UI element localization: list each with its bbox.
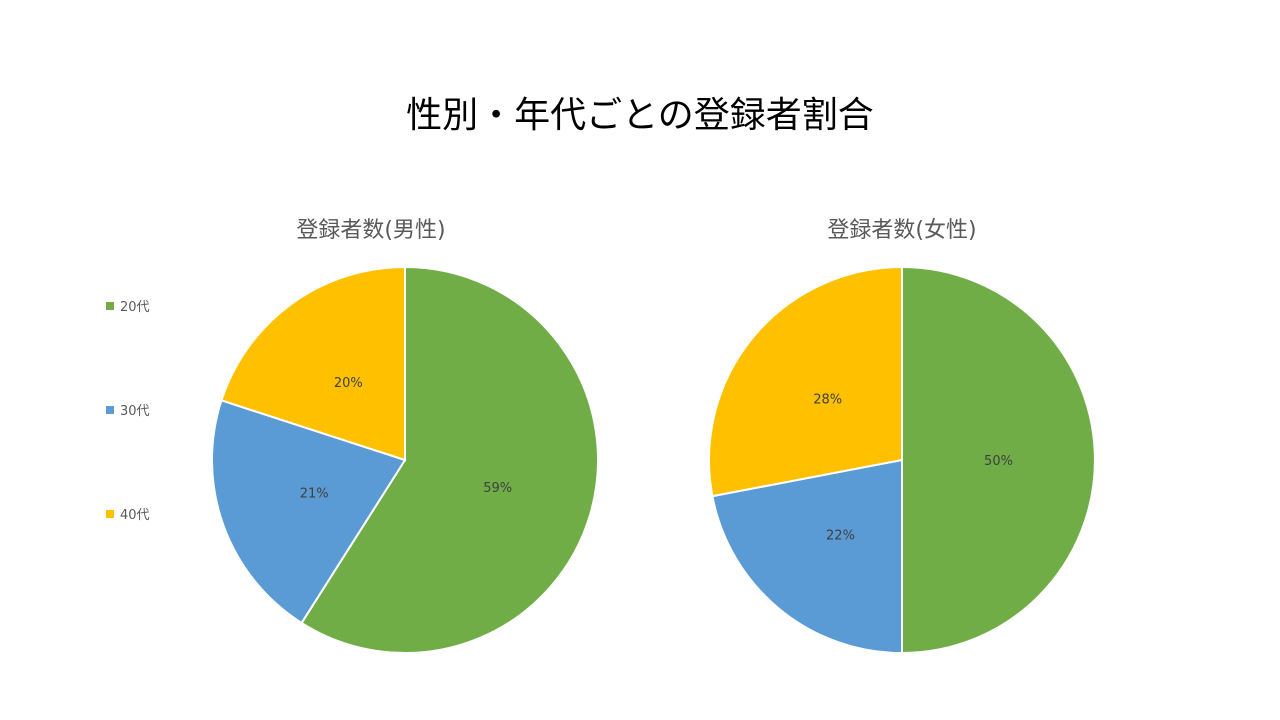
data-label-male-40s: 20% — [334, 376, 363, 391]
chart-title-male: 登録者数(男性) — [296, 218, 446, 243]
legend-item-20s: 20代 — [106, 296, 150, 315]
legend-swatch-30s — [106, 405, 114, 414]
data-label-female-30s: 22% — [826, 528, 855, 543]
legend-swatch-20s — [106, 301, 114, 310]
data-label-male-20s: 59% — [483, 481, 512, 496]
pie-slice-male-40s — [220, 265, 406, 462]
legend-item-30s: 30代 — [106, 400, 150, 419]
pie-slice-female-40s — [708, 265, 903, 498]
legend-label-30s: 30代 — [120, 404, 150, 419]
legend-label-20s: 20代 — [120, 300, 150, 315]
data-label-male-30s: 21% — [300, 487, 329, 502]
data-label-female-40s: 28% — [813, 392, 842, 407]
pie-slice-female-30s — [711, 458, 903, 655]
legend-item-40s: 40代 — [106, 504, 150, 523]
data-label-female-20s: 50% — [984, 454, 1013, 469]
pie-slice-female-20s — [901, 265, 1096, 655]
page-title: 性別・年代ごとの登録者割合 — [406, 95, 874, 136]
chart-title-female: 登録者数(女性) — [827, 218, 977, 243]
legend-swatch-40s — [106, 509, 114, 518]
pie-slice-male-20s — [300, 265, 599, 654]
pie-slice-male-30s — [211, 399, 407, 625]
legend-label-40s: 40代 — [120, 508, 150, 523]
